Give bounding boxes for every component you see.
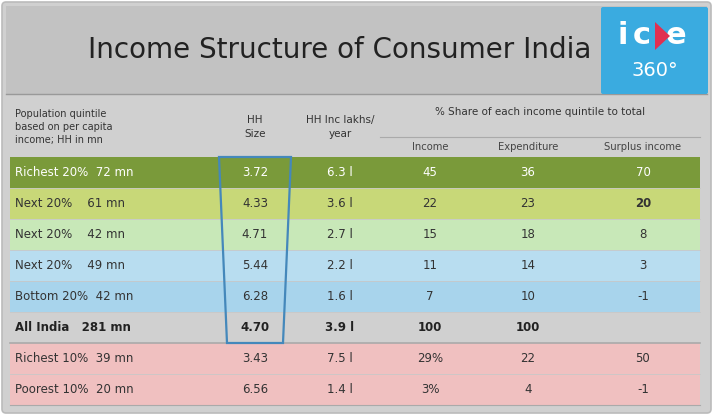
Text: HH
Size: HH Size xyxy=(245,115,266,139)
Text: 15: 15 xyxy=(423,228,438,241)
Text: 3.72: 3.72 xyxy=(242,166,268,179)
Text: Next 20%    61 mn: Next 20% 61 mn xyxy=(15,197,125,210)
Text: 6.3 l: 6.3 l xyxy=(327,166,353,179)
Text: 1.4 l: 1.4 l xyxy=(327,383,353,396)
Text: Population quintile
based on per capita
income; HH in mn: Population quintile based on per capita … xyxy=(15,109,113,145)
Text: Expenditure: Expenditure xyxy=(498,142,558,152)
Text: 2.7 l: 2.7 l xyxy=(327,228,353,241)
Text: 22: 22 xyxy=(423,197,438,210)
Text: Poorest 10%  20 mn: Poorest 10% 20 mn xyxy=(15,383,133,396)
Text: 10: 10 xyxy=(520,290,535,303)
Text: 50: 50 xyxy=(635,352,650,365)
Bar xyxy=(10,250,700,281)
Bar xyxy=(10,374,700,405)
Text: 3.9 l: 3.9 l xyxy=(325,321,354,334)
Text: 3: 3 xyxy=(640,259,647,272)
Text: 6.28: 6.28 xyxy=(242,290,268,303)
Text: 4.33: 4.33 xyxy=(242,197,268,210)
Text: 1.6 l: 1.6 l xyxy=(327,290,353,303)
Text: All India   281 mn: All India 281 mn xyxy=(15,321,131,334)
Text: 36: 36 xyxy=(520,166,535,179)
Text: 4.70: 4.70 xyxy=(240,321,270,334)
Text: Richest 20%  72 mn: Richest 20% 72 mn xyxy=(15,166,133,179)
Bar xyxy=(10,281,700,312)
Polygon shape xyxy=(655,22,670,50)
Text: HH Inc lakhs/
year: HH Inc lakhs/ year xyxy=(306,115,374,139)
FancyBboxPatch shape xyxy=(601,7,708,94)
Text: Next 20%    42 mn: Next 20% 42 mn xyxy=(15,228,125,241)
Bar xyxy=(10,188,700,219)
Text: 100: 100 xyxy=(418,321,442,334)
Text: Next 20%    49 mn: Next 20% 49 mn xyxy=(15,259,125,272)
Text: 6.56: 6.56 xyxy=(242,383,268,396)
Text: 18: 18 xyxy=(520,228,535,241)
Text: 70: 70 xyxy=(635,166,650,179)
Text: 20: 20 xyxy=(635,197,651,210)
Text: e: e xyxy=(666,22,687,51)
Text: c: c xyxy=(633,22,651,51)
Text: 360°: 360° xyxy=(632,61,678,80)
Bar xyxy=(10,312,700,343)
Text: Surplus income: Surplus income xyxy=(605,142,682,152)
Text: 4: 4 xyxy=(524,383,532,396)
Text: i: i xyxy=(617,22,627,51)
Bar xyxy=(10,97,700,157)
Text: Richest 10%  39 mn: Richest 10% 39 mn xyxy=(15,352,133,365)
Bar xyxy=(10,157,700,188)
Text: 45: 45 xyxy=(423,166,438,179)
Text: Income: Income xyxy=(411,142,448,152)
Text: -1: -1 xyxy=(637,290,649,303)
Text: 3.6 l: 3.6 l xyxy=(327,197,353,210)
Text: 22: 22 xyxy=(520,352,535,365)
Text: 100: 100 xyxy=(515,321,540,334)
Text: 23: 23 xyxy=(520,197,535,210)
Text: 3.43: 3.43 xyxy=(242,352,268,365)
Text: 4.71: 4.71 xyxy=(242,228,268,241)
Bar xyxy=(10,219,700,250)
Text: 3%: 3% xyxy=(421,383,439,396)
Bar xyxy=(6,6,707,95)
Text: 7: 7 xyxy=(426,290,434,303)
Text: 11: 11 xyxy=(423,259,438,272)
Text: 8: 8 xyxy=(640,228,647,241)
Text: 14: 14 xyxy=(520,259,535,272)
Text: -1: -1 xyxy=(637,383,649,396)
Text: 7.5 l: 7.5 l xyxy=(327,352,353,365)
Text: % Share of each income quintile to total: % Share of each income quintile to total xyxy=(435,107,645,117)
Text: 29%: 29% xyxy=(417,352,443,365)
Text: 5.44: 5.44 xyxy=(242,259,268,272)
Text: Income Structure of Consumer India: Income Structure of Consumer India xyxy=(88,36,592,64)
Bar xyxy=(10,343,700,374)
Text: Bottom 20%  42 mn: Bottom 20% 42 mn xyxy=(15,290,133,303)
Text: 2.2 l: 2.2 l xyxy=(327,259,353,272)
